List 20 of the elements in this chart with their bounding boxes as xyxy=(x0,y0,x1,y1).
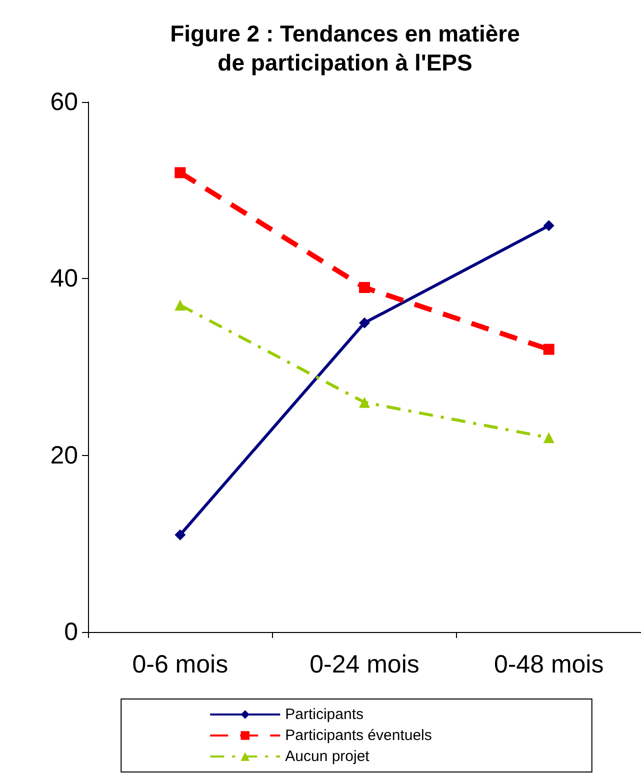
point xyxy=(174,529,186,540)
point xyxy=(174,300,186,311)
y-tick-label: 40 xyxy=(50,264,78,293)
point xyxy=(359,317,370,328)
point xyxy=(359,282,370,293)
point xyxy=(543,432,554,444)
y-tick-label: 0 xyxy=(64,618,78,646)
x-tick-label: 0-48 mois xyxy=(494,650,604,678)
point xyxy=(543,344,554,355)
point xyxy=(174,167,186,178)
legend-label: Aucun projet xyxy=(285,748,370,765)
x-tick-label: 0-24 mois xyxy=(310,650,420,678)
point xyxy=(359,396,370,408)
chart-title: Figure 2 : Tendances en matière de participation à l'EPS xyxy=(170,20,520,76)
x-tick-label: 0-6 mois xyxy=(132,650,228,678)
y-tick-label: 60 xyxy=(50,88,78,116)
point xyxy=(543,220,554,232)
legend-label: Participants éventuels xyxy=(285,727,432,744)
y-tick-label: 20 xyxy=(50,441,78,470)
legend-label: Participants xyxy=(285,706,364,723)
